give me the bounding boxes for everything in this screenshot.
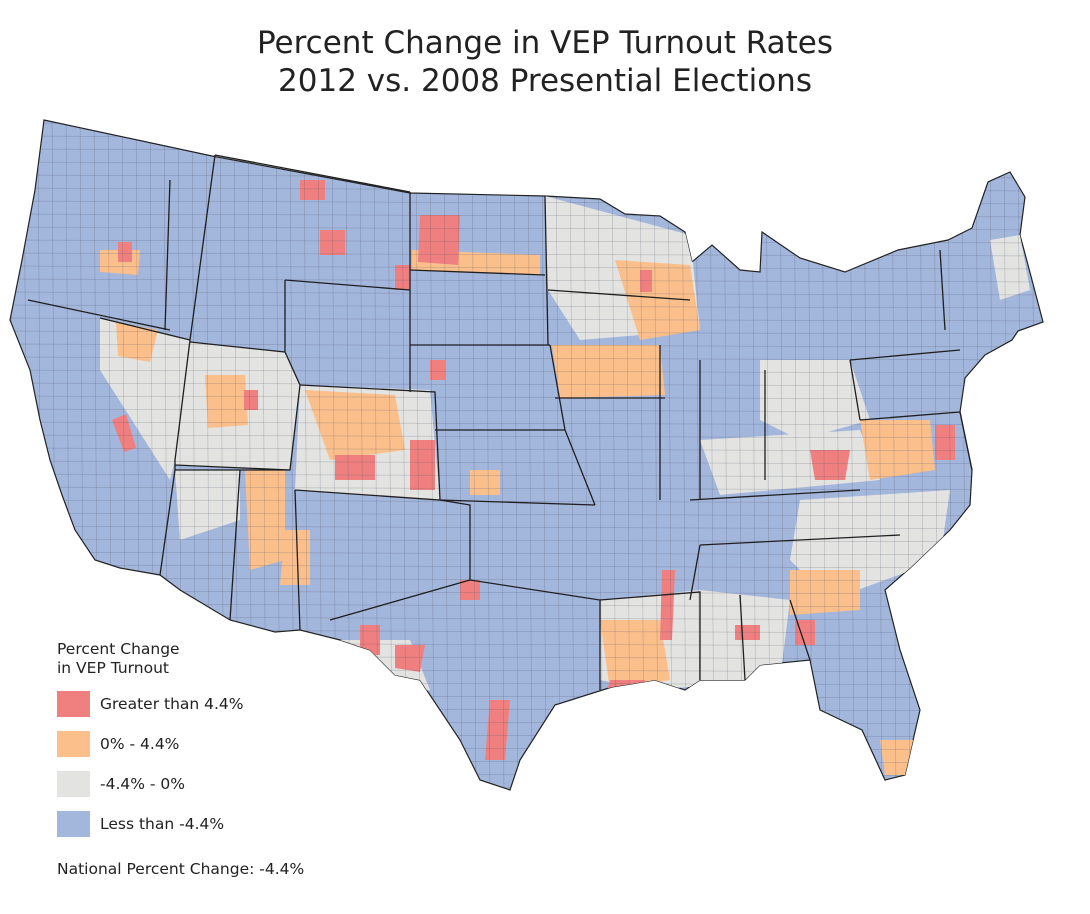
orange-colorado bbox=[305, 390, 405, 460]
orange-georgia bbox=[790, 570, 860, 615]
legend-item-less-than-minus-4-4: Less than -4.4% bbox=[57, 811, 357, 837]
red-georgia bbox=[795, 620, 815, 645]
orange-utah bbox=[205, 375, 248, 428]
legend-item-0-to-4-4: 0% - 4.4% bbox=[57, 731, 357, 757]
boundary-south bbox=[599, 534, 901, 681]
red-montana-3 bbox=[395, 265, 410, 290]
boundary-pacific-nw bbox=[27, 154, 216, 470]
legend-label: Greater than 4.4% bbox=[100, 695, 244, 713]
legend-swatch-red bbox=[57, 691, 90, 717]
boundary-texas bbox=[329, 499, 601, 690]
red-texas-west bbox=[360, 625, 380, 655]
legend-swatch-gray bbox=[57, 771, 90, 797]
map-title: Percent Change in VEP Turnout Rates 2012… bbox=[0, 24, 1090, 100]
legend-label: -4.4% - 0% bbox=[100, 775, 186, 793]
legend-item-greater-than-4-4: Greater than 4.4% bbox=[57, 691, 357, 717]
legend-title: Percent Change in VEP Turnout bbox=[57, 640, 357, 678]
boundary-plains bbox=[409, 195, 596, 506]
map-title-line-1: Percent Change in VEP Turnout Rates bbox=[256, 25, 834, 61]
red-colorado-east bbox=[410, 440, 435, 490]
orange-new-mexico bbox=[280, 530, 310, 585]
red-virginia bbox=[935, 425, 955, 460]
orange-kansas bbox=[470, 470, 500, 495]
legend-title-line-2: in VEP Turnout bbox=[57, 659, 169, 677]
county-region-new-england bbox=[990, 235, 1030, 300]
red-alabama bbox=[735, 625, 760, 640]
boundary-east bbox=[849, 249, 973, 471]
red-colorado bbox=[335, 455, 375, 480]
red-north-dakota bbox=[418, 215, 460, 265]
legend-items: Greater than 4.4% 0% - 4.4% -4.4% - 0% L… bbox=[57, 691, 357, 837]
red-oklahoma bbox=[460, 580, 480, 600]
orange-arizona bbox=[245, 470, 285, 570]
legend-item-minus-4-4-to-0: -4.4% - 0% bbox=[57, 771, 357, 797]
red-montana-1 bbox=[300, 180, 325, 200]
orange-nevada-north bbox=[116, 322, 158, 362]
county-region-nevada bbox=[100, 318, 190, 480]
red-mississippi bbox=[660, 570, 675, 640]
legend-label: Less than -4.4% bbox=[100, 815, 225, 833]
national-value: -4.4% bbox=[259, 860, 305, 878]
county-regions bbox=[10, 120, 1043, 790]
red-utah bbox=[244, 390, 258, 410]
orange-florida bbox=[880, 740, 920, 775]
orange-louisiana bbox=[600, 620, 670, 690]
boundary-mountain bbox=[174, 154, 441, 501]
orange-virginia bbox=[860, 420, 935, 480]
legend-swatch-orange bbox=[57, 731, 90, 757]
red-texas-west-2 bbox=[395, 645, 425, 672]
boundary-midwest bbox=[547, 289, 861, 501]
red-oregon bbox=[118, 242, 132, 262]
national-label: National Percent Change: bbox=[57, 860, 255, 878]
legend-title-line-1: Percent Change bbox=[57, 640, 180, 658]
county-region-orange bbox=[100, 250, 935, 775]
legend-label: 0% - 4.4% bbox=[100, 735, 180, 753]
map-title-line-2: 2012 vs. 2008 Presential Elections bbox=[278, 63, 812, 99]
state-boundaries bbox=[27, 154, 973, 690]
national-percent-change: National Percent Change: -4.4% bbox=[57, 860, 304, 878]
boundary-southwest bbox=[159, 469, 301, 631]
legend-swatch-blue bbox=[57, 811, 90, 837]
red-kentucky bbox=[810, 450, 850, 480]
county-region-northeast-gray bbox=[760, 360, 870, 440]
red-nebraska bbox=[430, 360, 445, 380]
legend: Percent Change in VEP Turnout Greater th… bbox=[57, 640, 357, 851]
red-montana-2 bbox=[320, 230, 345, 255]
